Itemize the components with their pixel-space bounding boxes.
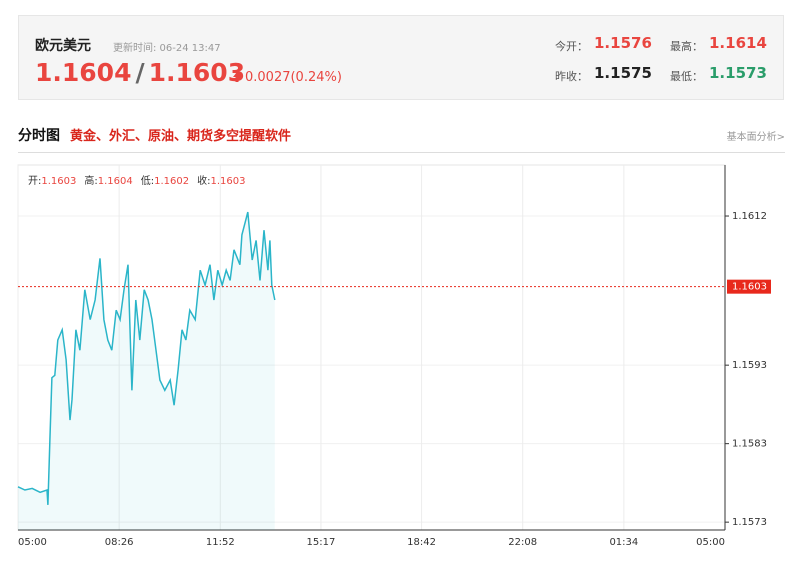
x-tick-label: 01:34 bbox=[609, 537, 638, 548]
x-tick-label: 08:26 bbox=[105, 537, 134, 548]
y-tick-label: 1.1583 bbox=[732, 439, 767, 450]
ohlc-label: 开: bbox=[28, 176, 41, 187]
ohlc-value: 1.1602 bbox=[154, 176, 189, 187]
ohlc-label: 高: bbox=[84, 174, 97, 187]
price-line bbox=[17, 211, 276, 505]
stat-value: 1.1576 bbox=[594, 34, 652, 52]
x-tick-label: 22:08 bbox=[508, 537, 537, 548]
last-price-label: 1.1603 bbox=[732, 282, 767, 293]
ohlc-label: 低: bbox=[141, 174, 154, 187]
y-tick-label: 1.1593 bbox=[732, 360, 767, 371]
divider bbox=[18, 152, 785, 153]
ohlc-label: 收: bbox=[197, 174, 210, 187]
stat-label: 昨收： bbox=[555, 70, 588, 83]
price: 1.1604/1.1603 bbox=[35, 58, 245, 87]
x-tick-label: 05:00 bbox=[18, 537, 47, 548]
stat-label: 今开： bbox=[555, 40, 588, 53]
last-price-box bbox=[727, 279, 771, 294]
change: 0.0027(0.24%) bbox=[245, 70, 342, 85]
stat-value: 1.1614 bbox=[709, 34, 767, 52]
y-tick-label: 1.1573 bbox=[732, 517, 767, 528]
ask: 1.1603 bbox=[148, 58, 246, 87]
quote-header bbox=[18, 15, 784, 100]
section-title: 分时图 bbox=[18, 128, 60, 144]
analysis-link[interactable]: 基本面分析> bbox=[726, 132, 785, 143]
separator: / bbox=[135, 58, 145, 87]
x-tick-label: 15:17 bbox=[307, 537, 336, 548]
x-tick-label: 18:42 bbox=[407, 537, 436, 548]
update-time: 更新时间: 06-24 13:47 bbox=[113, 43, 221, 54]
ohlc-info: 开:1.1603 高:1.1604 低:1.1602 收:1.1603 bbox=[28, 174, 246, 187]
stat-value: 1.1575 bbox=[594, 64, 652, 82]
promo-link[interactable]: 黄金、外汇、原油、期货多空提醒软件 bbox=[70, 129, 292, 144]
x-tick-label: 11:52 bbox=[206, 537, 235, 548]
quote-title: 欧元美元 bbox=[35, 38, 91, 54]
bid: 1.1604 bbox=[35, 58, 132, 87]
stat-label: 最高： bbox=[670, 40, 703, 53]
y-tick-label: 1.1612 bbox=[732, 211, 767, 222]
stat-value: 1.1573 bbox=[709, 64, 767, 82]
ohlc-value: 1.1604 bbox=[98, 176, 133, 187]
ohlc-value: 1.1603 bbox=[211, 176, 246, 187]
x-tick-label: 05:00 bbox=[696, 537, 725, 548]
up-arrow bbox=[233, 72, 241, 82]
stat-label: 最低： bbox=[670, 70, 703, 83]
ohlc-value: 1.1603 bbox=[41, 176, 76, 187]
area bbox=[18, 212, 275, 530]
